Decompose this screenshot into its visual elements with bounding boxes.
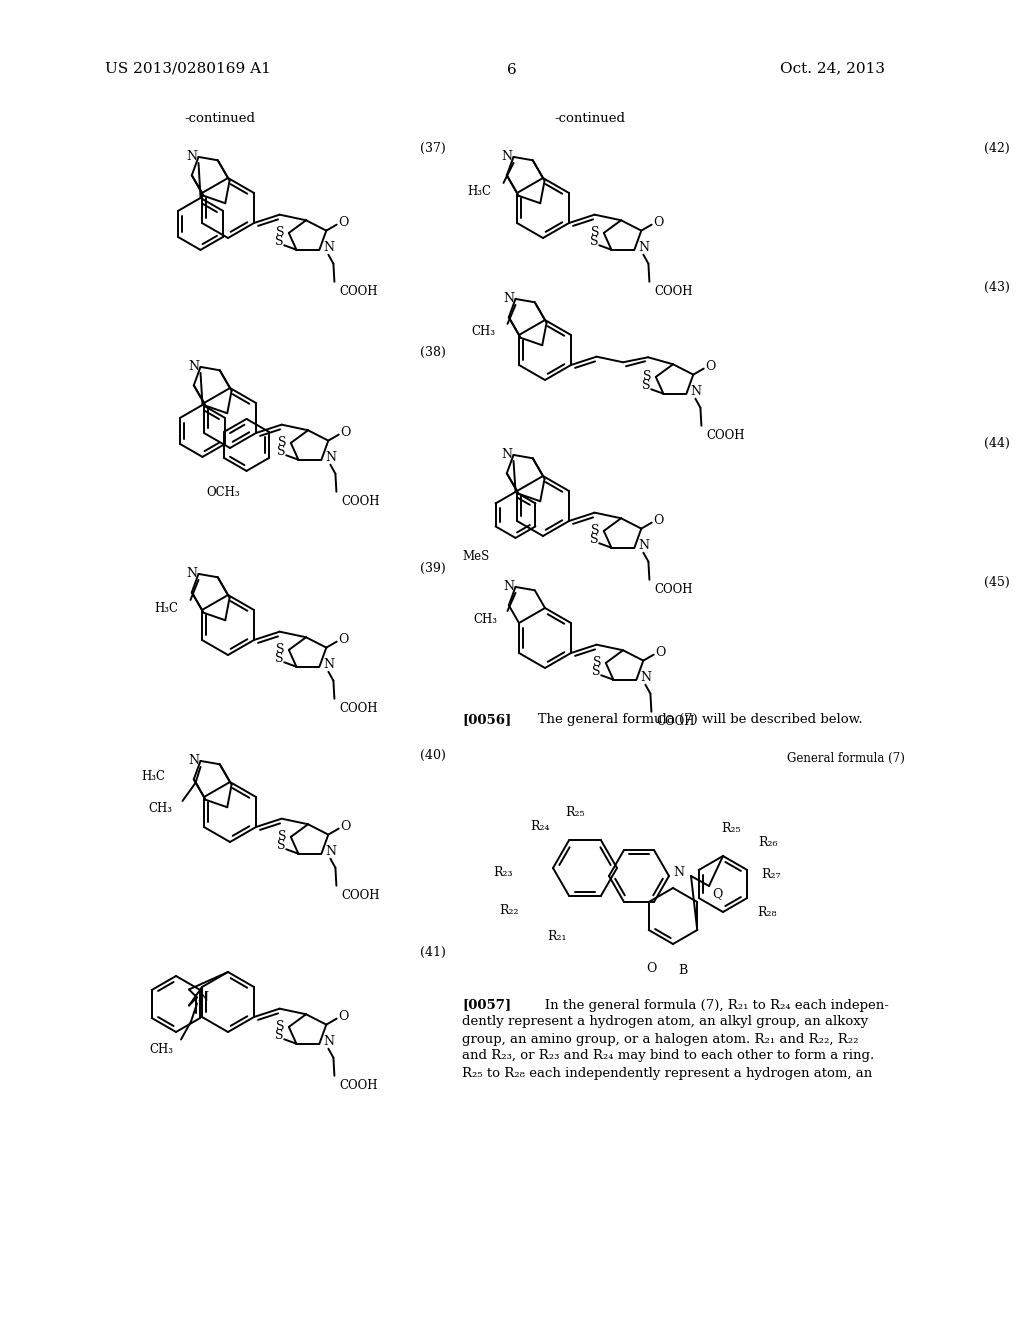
Text: R₂₁: R₂₁	[547, 929, 566, 942]
Text: H₃C: H₃C	[141, 771, 165, 784]
Text: O: O	[339, 216, 349, 230]
Text: and R₂₃, or R₂₃ and R₂₄ may bind to each other to form a ring.: and R₂₃, or R₂₃ and R₂₄ may bind to each…	[462, 1049, 874, 1063]
Text: N: N	[188, 755, 199, 767]
Text: CH₃: CH₃	[148, 803, 172, 816]
Text: S: S	[591, 524, 599, 537]
Text: H₃C: H₃C	[155, 602, 178, 615]
Text: R₂₅: R₂₅	[565, 807, 585, 820]
Text: N: N	[186, 568, 197, 581]
Text: COOH: COOH	[654, 583, 693, 597]
Text: H₃C: H₃C	[468, 185, 492, 198]
Text: O: O	[341, 426, 351, 440]
Text: OCH₃: OCH₃	[207, 487, 241, 499]
Text: (42): (42)	[984, 141, 1010, 154]
Text: COOH: COOH	[339, 285, 378, 298]
Text: N: N	[690, 385, 700, 399]
Text: R₂₈: R₂₈	[758, 906, 777, 919]
Text: N: N	[325, 451, 336, 465]
Text: O: O	[646, 961, 656, 974]
Text: S: S	[275, 1020, 284, 1034]
Text: N: N	[186, 150, 197, 164]
Text: N: N	[640, 671, 651, 684]
Text: COOH: COOH	[654, 285, 693, 298]
Text: S: S	[592, 665, 600, 677]
Text: S: S	[590, 235, 598, 248]
Text: (37): (37)	[420, 141, 445, 154]
Text: S: S	[278, 830, 286, 843]
Text: COOH: COOH	[339, 702, 378, 715]
Text: R₂₆: R₂₆	[758, 836, 778, 849]
Text: O: O	[653, 513, 664, 527]
Text: S: S	[276, 445, 286, 458]
Text: O: O	[339, 634, 349, 645]
Text: R₂₂: R₂₂	[500, 903, 519, 916]
Text: N: N	[325, 845, 336, 858]
Text: S: S	[275, 227, 284, 239]
Text: COOH: COOH	[341, 495, 380, 508]
Text: S: S	[642, 379, 650, 392]
Text: S: S	[591, 227, 599, 239]
Text: O: O	[655, 645, 666, 659]
Text: Q: Q	[712, 887, 722, 900]
Text: S: S	[274, 235, 284, 248]
Text: S: S	[276, 838, 286, 851]
Text: N: N	[503, 581, 514, 594]
Text: O: O	[706, 360, 716, 374]
Text: N: N	[638, 539, 649, 552]
Text: S: S	[274, 1028, 284, 1041]
Text: (39): (39)	[420, 561, 445, 574]
Text: CH₃: CH₃	[471, 326, 496, 338]
Text: S: S	[643, 371, 651, 383]
Text: In the general formula (7), R₂₁ to R₂₄ each indepen-: In the general formula (7), R₂₁ to R₂₄ e…	[532, 998, 889, 1011]
Text: N: N	[188, 360, 199, 374]
Text: N: N	[323, 659, 334, 671]
Text: -continued: -continued	[555, 111, 626, 124]
Text: S: S	[274, 652, 284, 665]
Text: [0056]: [0056]	[462, 714, 511, 726]
Text: R₂₃: R₂₃	[494, 866, 513, 879]
Text: R₂₇: R₂₇	[761, 867, 780, 880]
Text: S: S	[590, 533, 598, 545]
Text: dently represent a hydrogen atom, an alkyl group, an alkoxy: dently represent a hydrogen atom, an alk…	[462, 1015, 868, 1028]
Text: COOH: COOH	[339, 1080, 378, 1092]
Text: R₂₅ to R₂₈ each independently represent a hydrogen atom, an: R₂₅ to R₂₈ each independently represent …	[462, 1067, 872, 1080]
Text: (40): (40)	[420, 748, 445, 762]
Text: Oct. 24, 2013: Oct. 24, 2013	[780, 61, 885, 75]
Text: COOH: COOH	[656, 715, 695, 729]
Text: MeS: MeS	[462, 550, 489, 564]
Text: (41): (41)	[420, 945, 445, 958]
Text: CH₃: CH₃	[473, 614, 498, 627]
Text: group, an amino group, or a halogen atom. R₂₁ and R₂₂, R₂₂: group, an amino group, or a halogen atom…	[462, 1032, 858, 1045]
Text: -continued: -continued	[184, 111, 256, 124]
Text: N: N	[323, 242, 334, 255]
Text: R₂₅: R₂₅	[721, 821, 740, 834]
Text: (38): (38)	[420, 346, 445, 359]
Text: N: N	[503, 293, 514, 305]
Text: [0057]: [0057]	[462, 998, 511, 1011]
Text: CH₃: CH₃	[150, 1043, 173, 1056]
Text: R₂₄: R₂₄	[530, 820, 550, 833]
Text: N: N	[501, 150, 512, 164]
Text: S: S	[278, 437, 286, 449]
Text: 6: 6	[507, 63, 517, 77]
Text: O: O	[341, 820, 351, 833]
Text: N: N	[501, 449, 512, 462]
Text: (45): (45)	[984, 576, 1010, 589]
Text: N: N	[638, 242, 649, 255]
Text: (44): (44)	[984, 437, 1010, 450]
Text: General formula (7): General formula (7)	[787, 751, 905, 764]
Text: The general formula (7) will be described below.: The general formula (7) will be describe…	[525, 714, 862, 726]
Text: O: O	[339, 1010, 349, 1023]
Text: B: B	[678, 965, 688, 978]
Text: O: O	[653, 216, 664, 230]
Text: N: N	[674, 866, 684, 879]
Text: N: N	[198, 991, 209, 1005]
Text: (43): (43)	[984, 281, 1010, 293]
Text: N: N	[323, 1035, 334, 1048]
Text: COOH: COOH	[707, 429, 744, 442]
Text: S: S	[275, 643, 284, 656]
Text: S: S	[593, 656, 601, 669]
Text: US 2013/0280169 A1: US 2013/0280169 A1	[105, 61, 271, 75]
Text: COOH: COOH	[341, 890, 380, 902]
